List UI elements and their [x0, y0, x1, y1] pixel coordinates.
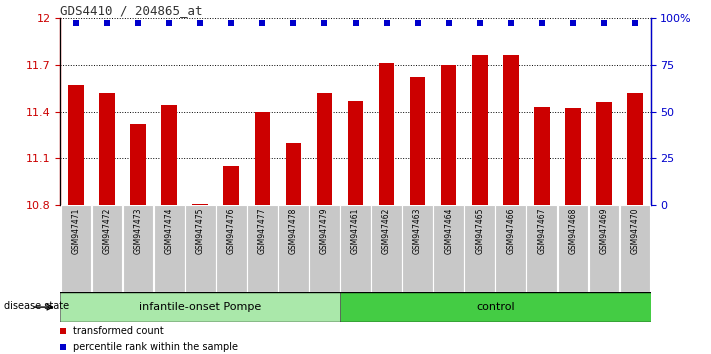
- Bar: [597, 102, 611, 205]
- Bar: [223, 166, 239, 205]
- Text: GSM947467: GSM947467: [538, 208, 546, 255]
- Bar: [410, 77, 425, 205]
- Bar: [60, 292, 340, 322]
- Bar: [185, 205, 215, 292]
- Bar: [472, 55, 488, 205]
- Bar: [620, 205, 651, 292]
- Text: GSM947470: GSM947470: [631, 208, 639, 255]
- Text: GSM947477: GSM947477: [258, 208, 267, 255]
- Text: GSM947468: GSM947468: [568, 208, 577, 254]
- Text: GDS4410 / 204865_at: GDS4410 / 204865_at: [60, 4, 203, 17]
- Text: transformed count: transformed count: [73, 326, 164, 336]
- Bar: [130, 124, 146, 205]
- Bar: [534, 107, 550, 205]
- Text: GSM947479: GSM947479: [320, 208, 329, 255]
- Text: GSM947471: GSM947471: [72, 208, 80, 254]
- Bar: [496, 205, 526, 292]
- Bar: [503, 55, 518, 205]
- Bar: [193, 204, 208, 205]
- Bar: [92, 205, 122, 292]
- Text: GSM947462: GSM947462: [382, 208, 391, 254]
- Text: GSM947466: GSM947466: [506, 208, 515, 255]
- Text: GSM947464: GSM947464: [444, 208, 453, 255]
- Bar: [589, 205, 619, 292]
- Text: GSM947461: GSM947461: [351, 208, 360, 254]
- Bar: [154, 205, 185, 292]
- Text: GSM947465: GSM947465: [475, 208, 484, 255]
- Bar: [526, 205, 557, 292]
- Text: infantile-onset Pompe: infantile-onset Pompe: [139, 302, 262, 312]
- Bar: [286, 143, 301, 205]
- Text: percentile rank within the sample: percentile rank within the sample: [73, 342, 238, 352]
- Bar: [565, 108, 581, 205]
- Text: GSM947475: GSM947475: [196, 208, 205, 255]
- Bar: [161, 105, 177, 205]
- Bar: [309, 205, 340, 292]
- Bar: [627, 93, 643, 205]
- Text: GSM947472: GSM947472: [102, 208, 112, 254]
- Bar: [68, 85, 84, 205]
- Text: GSM947474: GSM947474: [165, 208, 173, 255]
- Text: disease state: disease state: [4, 301, 69, 311]
- Bar: [441, 64, 456, 205]
- Bar: [433, 205, 464, 292]
- Text: GSM947469: GSM947469: [599, 208, 609, 255]
- Bar: [278, 205, 309, 292]
- Text: GSM947476: GSM947476: [227, 208, 236, 255]
- Bar: [255, 112, 270, 205]
- Bar: [216, 205, 247, 292]
- Text: GSM947463: GSM947463: [413, 208, 422, 255]
- Text: GSM947473: GSM947473: [134, 208, 143, 255]
- Bar: [348, 101, 363, 205]
- Bar: [340, 205, 371, 292]
- Bar: [123, 205, 154, 292]
- Bar: [379, 63, 395, 205]
- Text: GSM947478: GSM947478: [289, 208, 298, 254]
- Text: control: control: [476, 302, 515, 312]
- Bar: [60, 205, 91, 292]
- Bar: [557, 205, 588, 292]
- Bar: [340, 292, 651, 322]
- Bar: [247, 205, 278, 292]
- Bar: [464, 205, 495, 292]
- Bar: [316, 93, 332, 205]
- Bar: [100, 93, 114, 205]
- Bar: [371, 205, 402, 292]
- Bar: [402, 205, 433, 292]
